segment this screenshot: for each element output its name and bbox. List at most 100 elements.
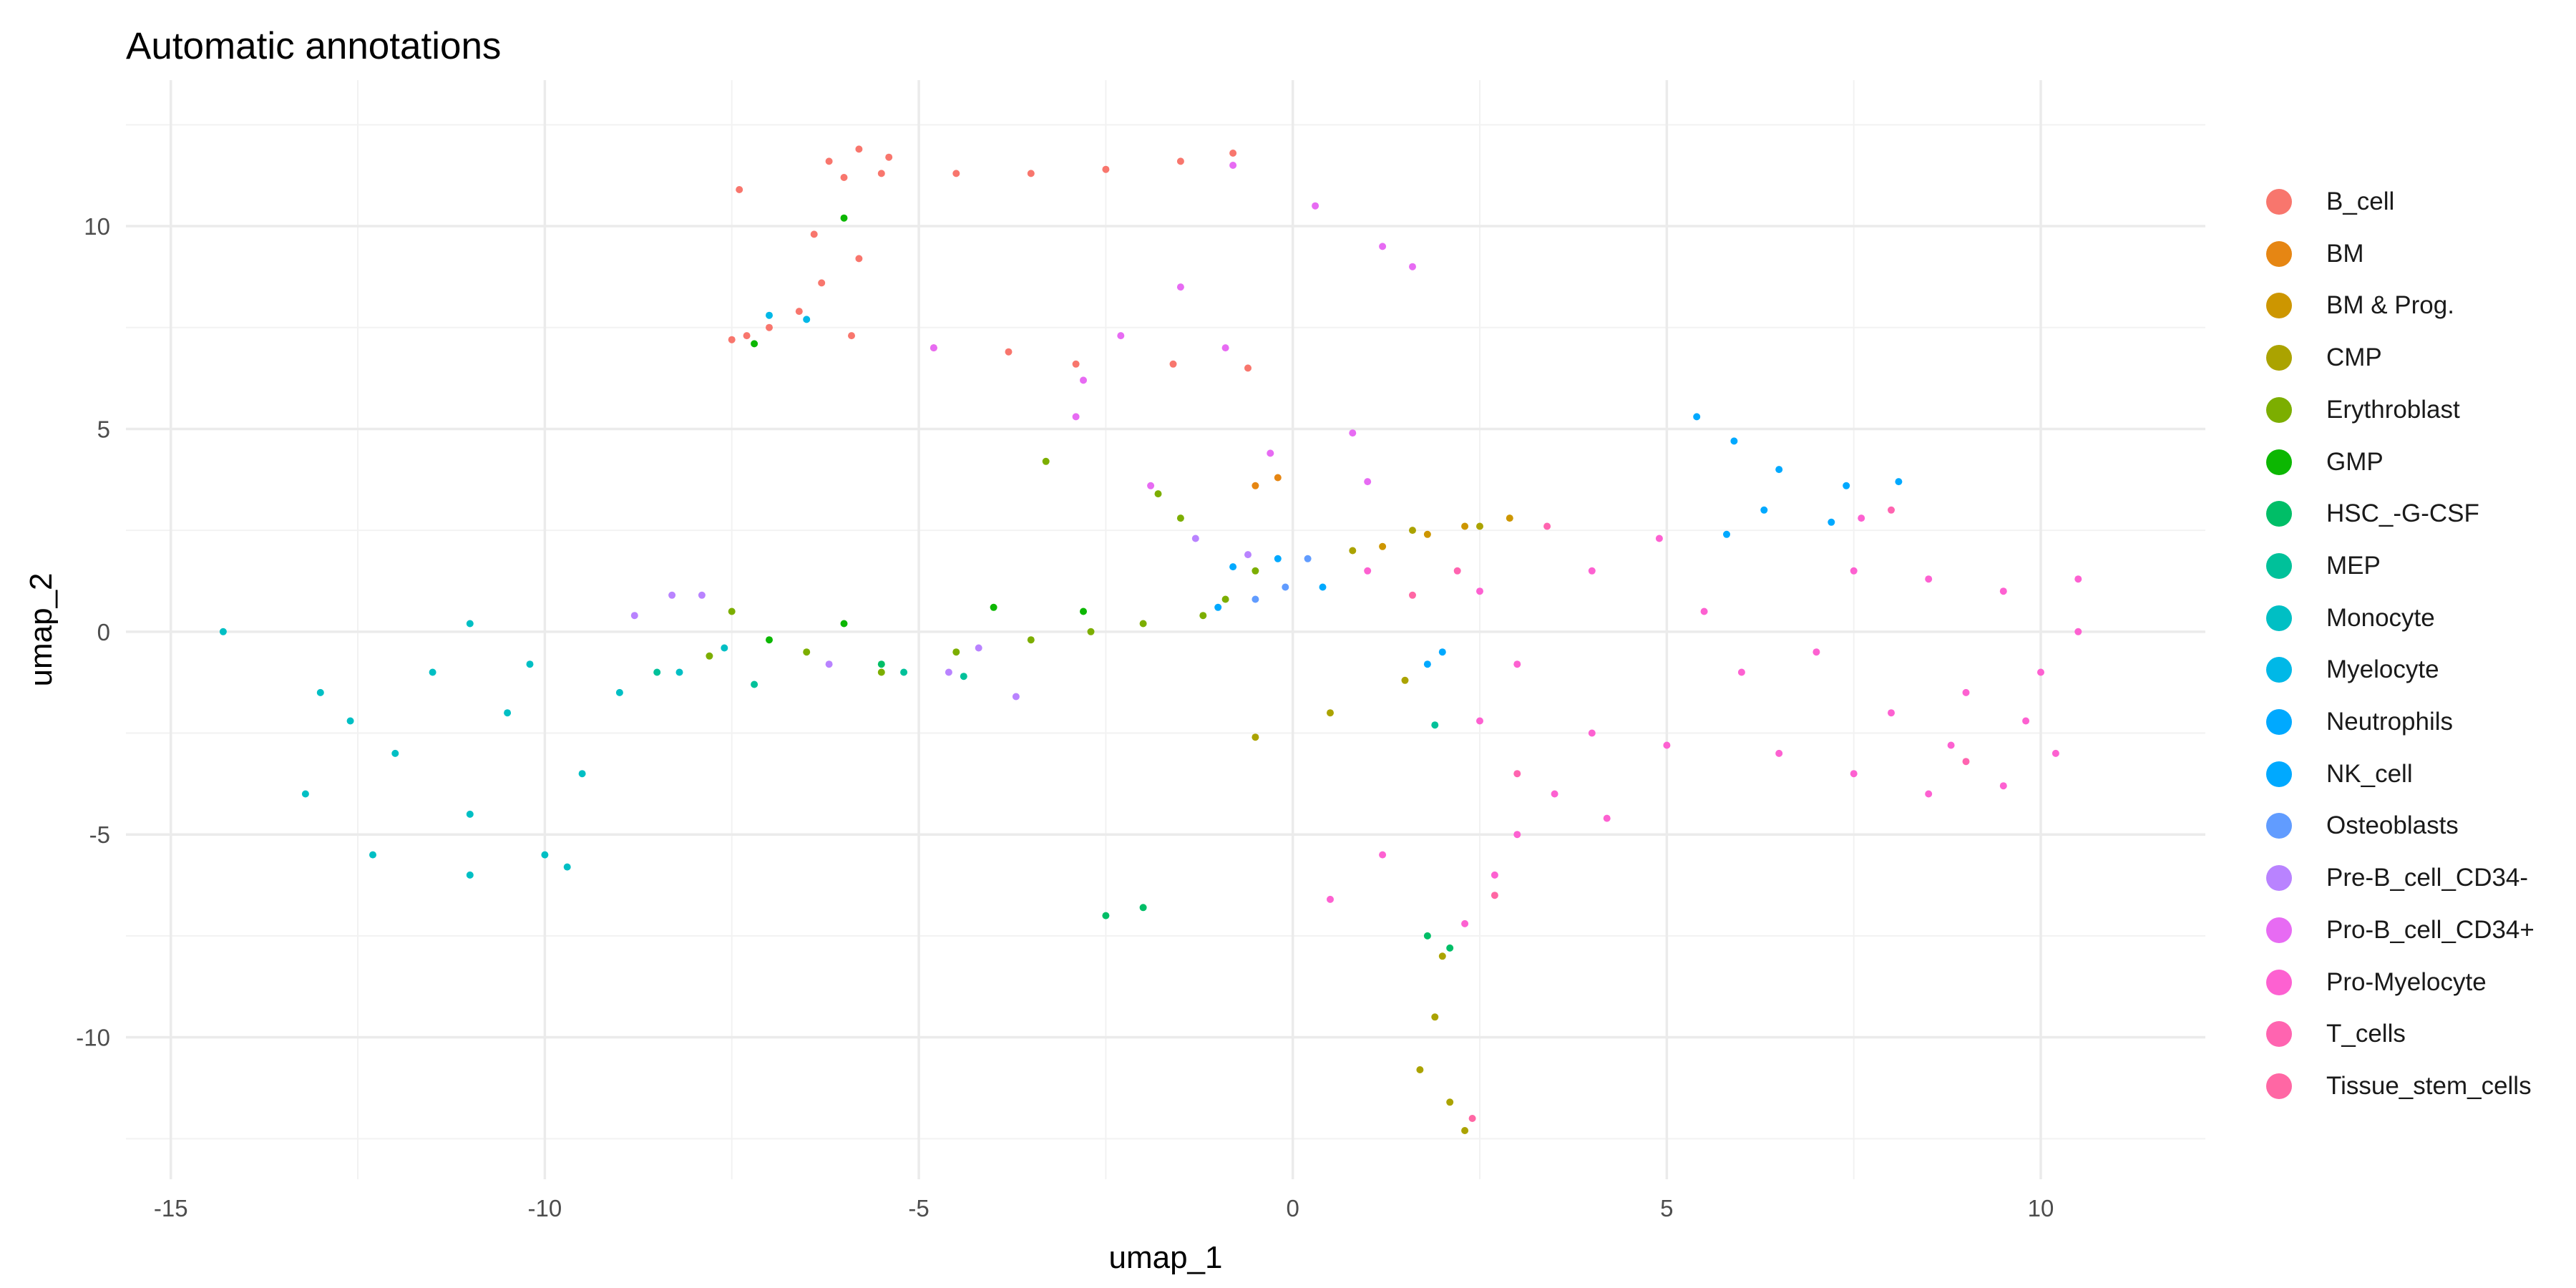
legend-key — [2266, 396, 2292, 423]
data-point — [1252, 567, 1259, 575]
legend-label: GMP — [2326, 447, 2384, 476]
data-point — [1102, 165, 1110, 173]
data-point — [1476, 522, 1483, 530]
data-point — [960, 673, 967, 680]
data-point — [877, 668, 885, 676]
data-point — [1409, 591, 1416, 599]
x-axis-title: umap_1 — [1108, 1240, 1222, 1275]
data-point — [1139, 620, 1147, 628]
legend-item: Neutrophils — [2258, 696, 2453, 748]
data-point — [1947, 741, 1955, 749]
data-point — [1491, 892, 1498, 899]
legend-item: Monocyte — [2258, 592, 2435, 644]
data-point — [1072, 413, 1080, 421]
y-tick-label: -10 — [76, 1025, 110, 1051]
data-point — [1327, 709, 1334, 717]
data-point — [1663, 741, 1671, 749]
data-point — [1312, 202, 1319, 210]
data-point — [1229, 150, 1237, 157]
legend-label: Pro-Myelocyte — [2326, 967, 2487, 996]
legend-label: CMP — [2326, 343, 2382, 372]
data-point — [1962, 758, 1970, 766]
data-point — [316, 688, 324, 696]
data-point — [1813, 648, 1820, 656]
legend-key — [2266, 552, 2292, 579]
data-point — [1700, 608, 1708, 615]
data-point — [1551, 790, 1558, 798]
data-point — [1244, 551, 1252, 559]
data-point — [1274, 474, 1282, 482]
legend-key — [2266, 761, 2292, 787]
data-point — [1282, 583, 1289, 591]
data-point — [1087, 628, 1095, 635]
data-point — [1154, 490, 1162, 498]
data-point — [1603, 814, 1611, 822]
data-point — [1895, 478, 1903, 486]
legend-key — [2266, 917, 2292, 943]
legend-label: Neutrophils — [2326, 708, 2454, 736]
data-point — [541, 851, 549, 859]
data-point — [1072, 360, 1080, 368]
data-point — [1476, 587, 1483, 595]
data-point — [825, 660, 833, 668]
data-point — [1042, 457, 1050, 465]
data-point — [1588, 567, 1596, 575]
data-point — [706, 652, 713, 660]
data-point — [1139, 904, 1147, 912]
legend-label: Tissue_stem_cells — [2326, 1071, 2532, 1100]
data-point — [653, 668, 661, 676]
data-point — [1401, 676, 1409, 684]
data-point — [1080, 608, 1087, 615]
data-point — [2074, 628, 2082, 635]
data-point — [1379, 851, 1387, 859]
data-point — [721, 644, 728, 652]
legend-label: Pre-B_cell_CD34- — [2326, 864, 2529, 892]
legend-label: Erythroblast — [2326, 395, 2460, 424]
data-point — [1274, 555, 1282, 562]
legend-key — [2266, 1073, 2292, 1099]
legend-key — [2266, 969, 2292, 995]
data-point — [1252, 733, 1259, 741]
data-point — [1438, 648, 1446, 656]
legend-key — [2266, 709, 2292, 735]
legend-label: BM & Prog. — [2326, 291, 2454, 320]
y-tick-label: 5 — [97, 416, 110, 442]
data-point — [728, 336, 736, 343]
data-point — [1828, 518, 1835, 526]
data-point — [1431, 1013, 1439, 1021]
data-point — [2022, 717, 2030, 725]
data-point — [751, 680, 758, 688]
data-point — [930, 344, 937, 352]
data-point — [766, 636, 773, 644]
data-point — [2074, 575, 2082, 583]
legend-label: T_cells — [2326, 1020, 2406, 1048]
legend-item: BM — [2258, 228, 2364, 280]
data-point — [795, 308, 803, 316]
data-point — [990, 603, 997, 611]
data-point — [1229, 162, 1237, 169]
data-point — [1229, 563, 1237, 571]
data-point — [1925, 790, 1933, 798]
legend-key — [2266, 865, 2292, 892]
data-point — [877, 660, 885, 668]
legend-key — [2266, 1021, 2292, 1048]
data-point — [1423, 660, 1431, 668]
data-point — [2037, 668, 2044, 676]
data-point — [466, 871, 474, 879]
data-point — [1850, 770, 1858, 778]
data-point — [1446, 944, 1454, 952]
data-point — [1267, 449, 1274, 457]
data-point — [1221, 344, 1229, 352]
data-point — [1760, 506, 1768, 514]
x-tick-label: -5 — [908, 1195, 929, 1221]
data-point — [1364, 567, 1372, 575]
legend-key — [2266, 240, 2292, 267]
data-point — [1005, 348, 1013, 356]
legend-label: Myelocyte — [2326, 655, 2439, 684]
data-point — [1461, 522, 1469, 530]
data-point — [1446, 1098, 1454, 1106]
data-point — [1858, 514, 1865, 522]
data-point — [615, 688, 623, 696]
